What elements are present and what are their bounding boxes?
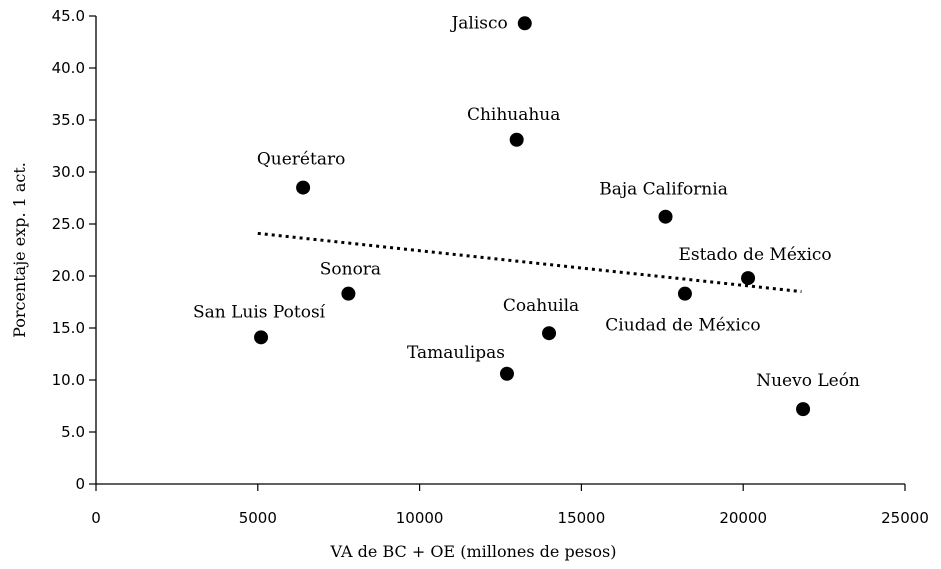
data-point (517, 16, 532, 31)
y-ticks: 0 5.0 10.0 15.0 20.0 25.0 30.0 35.0 40.0 45.0 (52, 7, 96, 493)
point-label: San Luis Potosí (193, 302, 326, 322)
y-tick-label: 25.0 (52, 215, 85, 233)
point-label: Chihuahua (467, 105, 560, 125)
x-tick-label: 0 (91, 509, 101, 527)
y-tick-label: 30.0 (52, 163, 85, 181)
point-label: Coahuila (503, 296, 579, 316)
data-point (341, 286, 356, 301)
data-point (254, 330, 269, 345)
data-points: Jalisco Chihuahua Querétaro Baja California… (193, 13, 860, 417)
point-label: Tamaulipas (407, 343, 505, 363)
data-point (542, 326, 557, 341)
y-tick-label: 20.0 (52, 267, 85, 285)
y-tick-label: 10.0 (52, 371, 85, 389)
data-point (509, 132, 524, 147)
data-point (677, 286, 692, 301)
data-point (658, 209, 673, 224)
point-label: Sonora (320, 260, 381, 280)
y-axis-title: Porcentaje exp. 1 act. (10, 162, 29, 338)
y-tick-label: 40.0 (52, 59, 85, 77)
point-label: Querétaro (257, 150, 345, 170)
y-tick-label: 45.0 (52, 7, 85, 25)
x-tick-label: 20000 (719, 509, 767, 527)
y-tick-label: 5.0 (61, 423, 85, 441)
x-tick-label: 15000 (558, 509, 606, 527)
x-tick-label: 10000 (396, 509, 444, 527)
point-label: Jalisco (449, 13, 507, 33)
x-axis-title: VA de BC + OE (millones de pesos) (330, 542, 617, 561)
point-label: Nuevo León (756, 371, 860, 391)
point-label: Baja California (599, 180, 728, 200)
y-tick-label: 35.0 (52, 111, 85, 129)
x-ticks: 0 5000 10000 15000 20000 25000 (91, 484, 929, 527)
point-label: Ciudad de México (605, 316, 760, 336)
data-point (296, 180, 311, 195)
data-point (796, 402, 811, 417)
x-tick-label: 25000 (881, 509, 929, 527)
point-label: Estado de México (678, 245, 831, 265)
y-tick-label: 15.0 (52, 319, 85, 337)
x-tick-label: 5000 (239, 509, 277, 527)
axes (95, 16, 905, 485)
y-tick-label: 0 (75, 475, 85, 493)
data-point (499, 366, 514, 381)
trend-line (257, 231, 802, 294)
data-point (741, 271, 756, 286)
